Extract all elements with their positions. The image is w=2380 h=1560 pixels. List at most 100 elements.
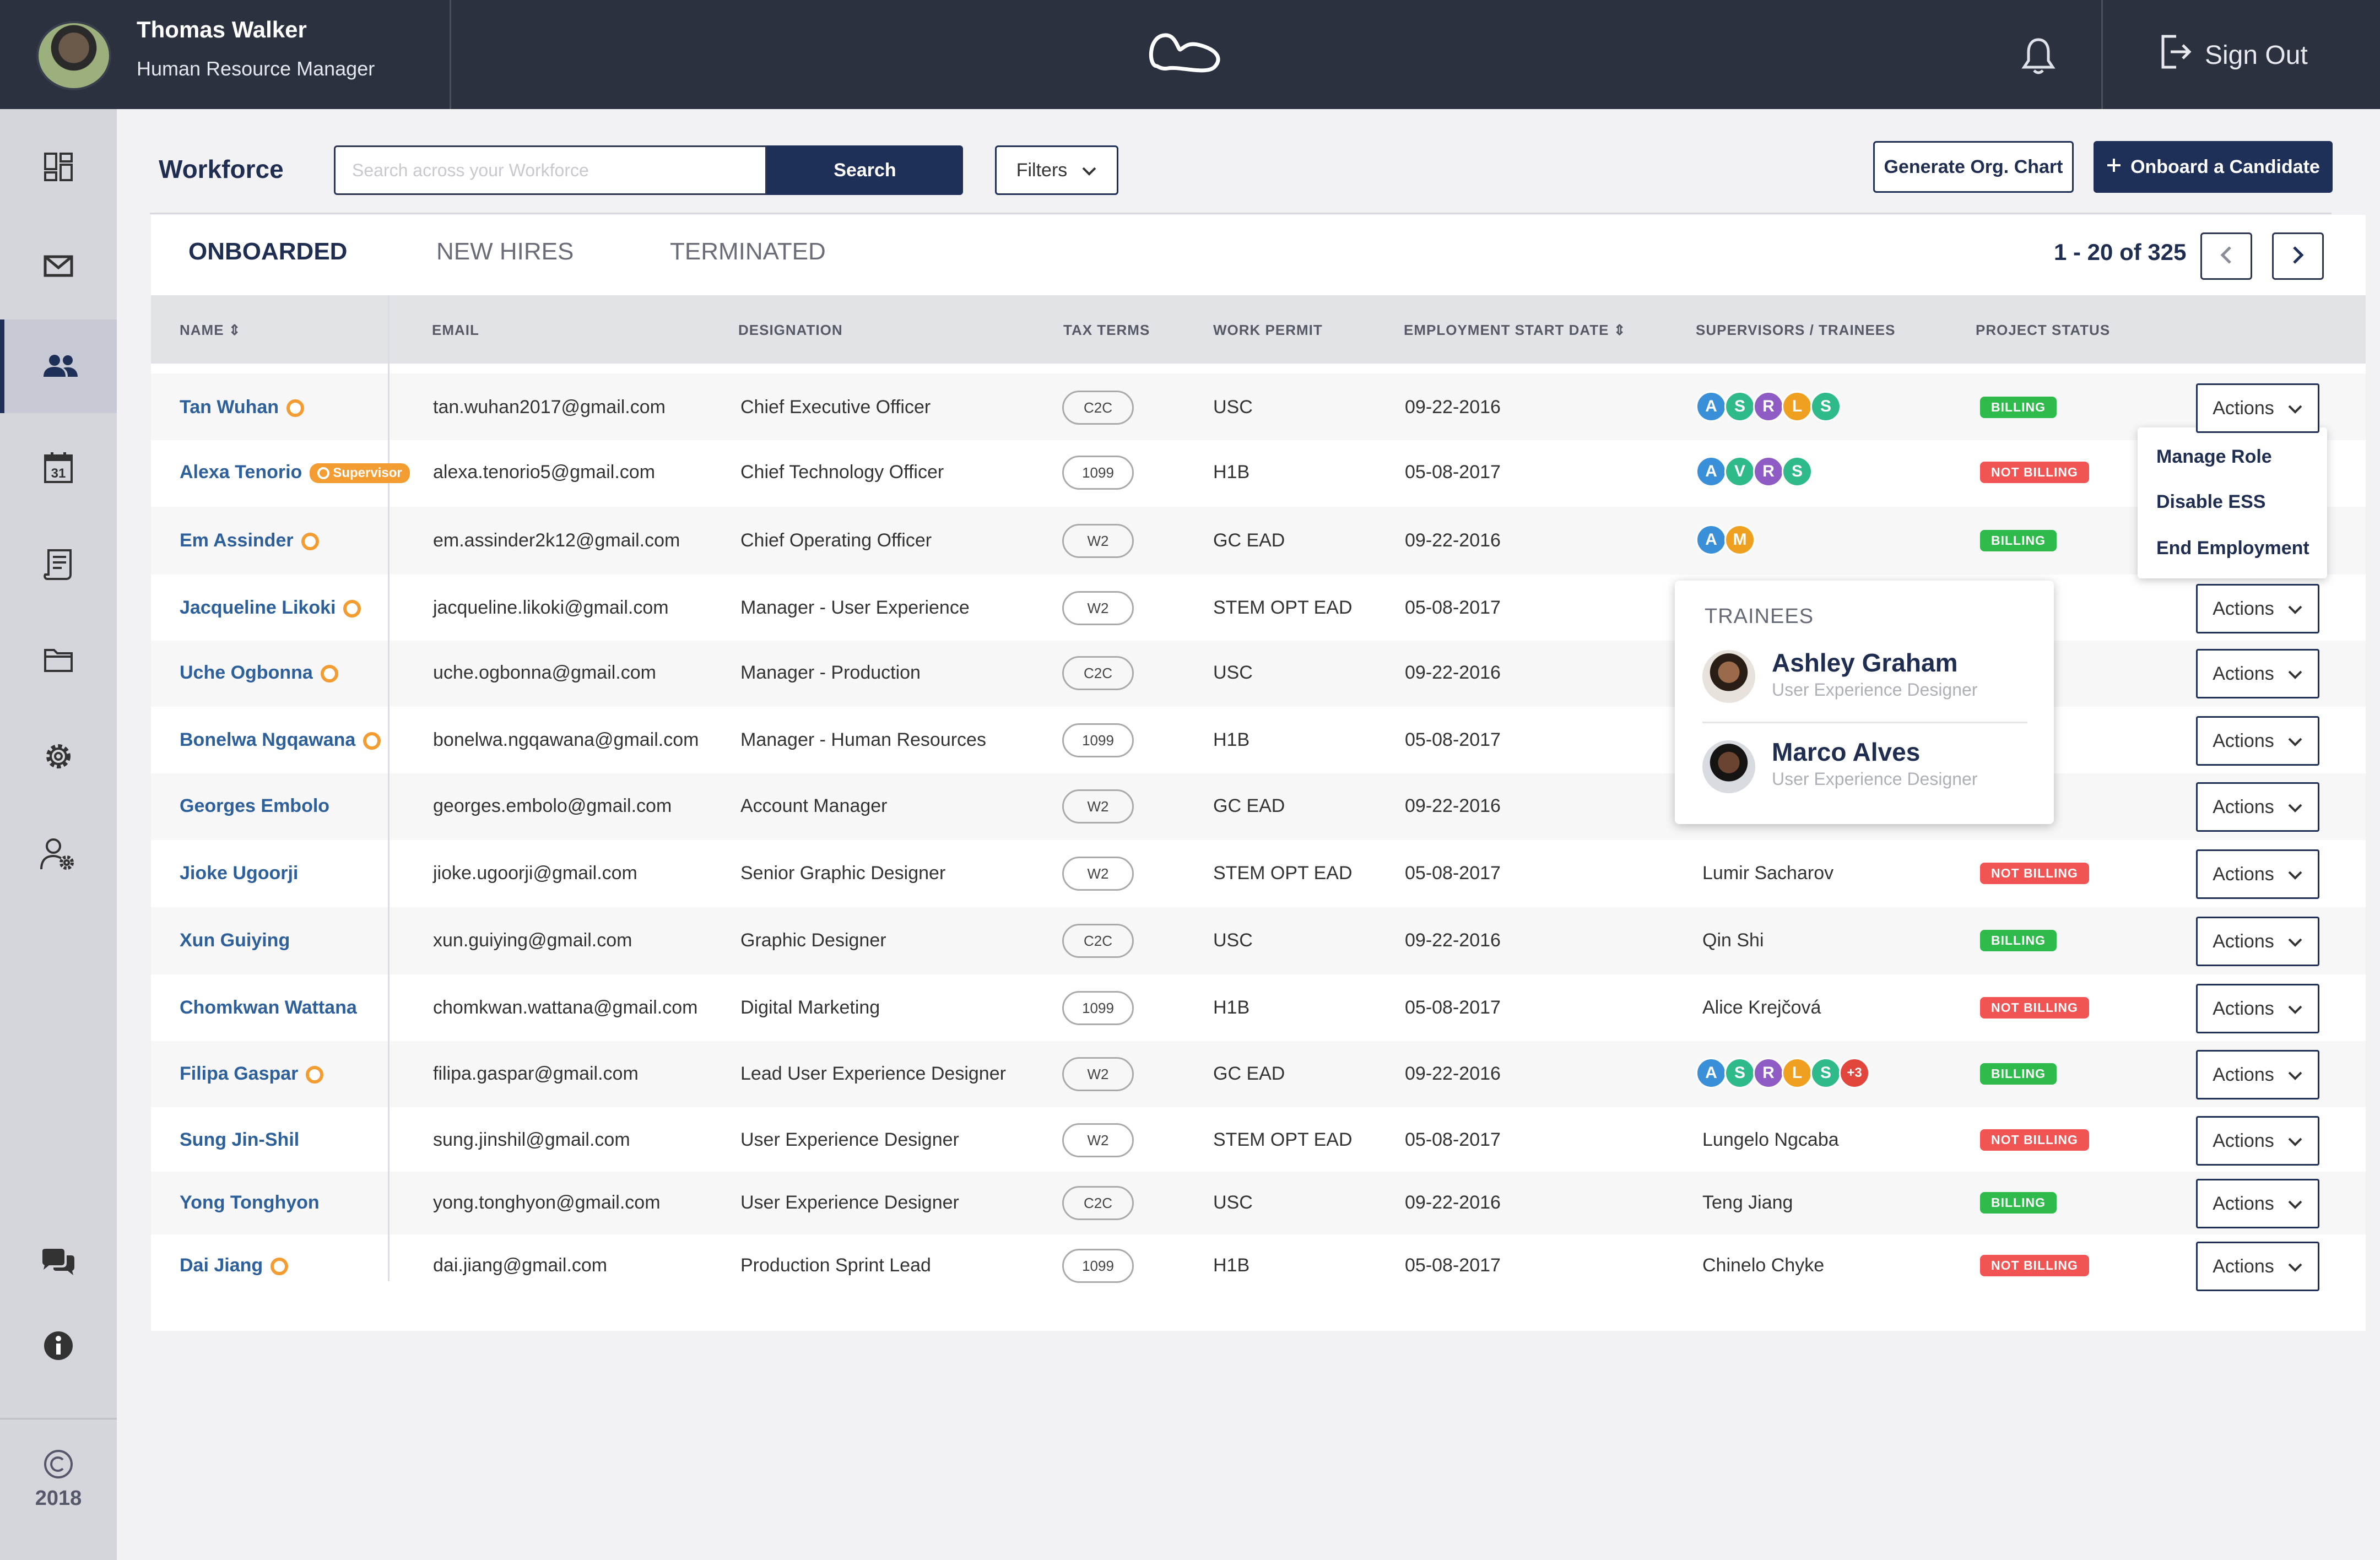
dashboard-icon[interactable]	[0, 120, 117, 214]
supervisor-name-text: Chinelo Chyke	[1702, 1255, 1825, 1276]
menu-item-disable-ess[interactable]: Disable ESS	[2156, 491, 2266, 512]
supervisor-avatar[interactable]: A	[1696, 456, 1727, 487]
work-permit-text: STEM OPT EAD	[1213, 1129, 1353, 1150]
employee-name-link[interactable]: Tan Wuhan	[180, 397, 305, 418]
actions-button[interactable]: Actions	[2196, 984, 2319, 1033]
employee-email: xun.guiying@gmail.com	[433, 930, 632, 951]
next-page-button[interactable]	[2272, 232, 2324, 280]
supervisor-avatar[interactable]: R	[1753, 1058, 1784, 1088]
employee-name-link[interactable]: Bonelwa Ngqawana	[180, 729, 381, 751]
employee-name-link[interactable]: Georges Embolo	[180, 795, 329, 817]
tab-terminated[interactable]: TERMINATED	[670, 238, 826, 265]
actions-button[interactable]: Actions	[2196, 1242, 2319, 1291]
supervisor-avatar[interactable]: M	[1724, 524, 1755, 555]
employee-email-text: jioke.ugoorji@gmail.com	[433, 863, 637, 884]
employee-name-link[interactable]: Jioke Ugoorji	[180, 863, 298, 884]
user-avatar[interactable]	[36, 21, 111, 90]
supervisor-name: Teng Jiang	[1702, 1192, 1793, 1214]
mail-icon[interactable]	[0, 219, 117, 313]
employee-name-link[interactable]: Yong Tonghyon	[180, 1192, 320, 1214]
trainee-role: User Experience Designer	[1772, 680, 1978, 700]
chat-icon[interactable]	[0, 1215, 117, 1309]
document-icon[interactable]	[0, 518, 117, 611]
employee-name-link[interactable]: Em Assinder	[180, 530, 319, 551]
column-header-name[interactable]: NAME ⇕	[180, 322, 241, 339]
actions-button[interactable]: Actions	[2196, 782, 2319, 832]
employee-name-link[interactable]: Xun Guiying	[180, 930, 290, 951]
work-permit: USC	[1213, 397, 1253, 418]
supervisor-avatar[interactable]: S	[1810, 391, 1841, 422]
supervisor-avatar[interactable]: L	[1782, 1058, 1813, 1088]
supervisor-avatar[interactable]: A	[1696, 524, 1727, 555]
employee-name-link[interactable]: Jacqueline Likoki	[180, 597, 361, 619]
folder-icon[interactable]	[0, 613, 117, 706]
tab-onboarded[interactable]: ONBOARDED	[188, 238, 348, 265]
employee-name-link[interactable]: Filipa Gaspar	[180, 1063, 324, 1085]
employee-name-link[interactable]: Dai Jiang	[180, 1255, 289, 1276]
supervisor-avatar[interactable]: A	[1696, 1058, 1727, 1088]
supervisor-avatar[interactable]: S	[1782, 456, 1813, 487]
supervisor-avatar[interactable]: S	[1810, 1058, 1841, 1088]
employee-name-link[interactable]: Sung Jin-Shil	[180, 1129, 299, 1151]
people-icon[interactable]	[0, 319, 117, 413]
actions-button[interactable]: Actions	[2196, 849, 2319, 899]
supervisor-avatar[interactable]: +3	[1839, 1058, 1870, 1088]
employee-name-link[interactable]: Chomkwan Wattana	[180, 997, 357, 1019]
logo-icon[interactable]	[1146, 28, 1229, 83]
employee-name-link-text: Alexa Tenorio	[180, 462, 302, 483]
onboard-candidate-button[interactable]: Onboard a Candidate	[2094, 141, 2333, 193]
search-input[interactable]	[334, 145, 767, 195]
trainee-name[interactable]: Ashley Graham	[1772, 648, 1958, 677]
actions-button[interactable]: Actions	[2196, 584, 2319, 633]
prev-page-button[interactable]	[2200, 232, 2252, 280]
sign-out-button[interactable]: Sign Out	[2160, 33, 2308, 77]
filters-dropdown[interactable]: Filters	[995, 145, 1118, 195]
supervisor-avatar[interactable]: V	[1724, 456, 1755, 487]
supervisor-name: Alice Krejčová	[1702, 997, 1821, 1019]
search-button[interactable]: Search	[767, 145, 963, 195]
actions-label: Actions	[2213, 930, 2274, 952]
info-icon[interactable]	[0, 1299, 117, 1393]
actions-button[interactable]: Actions	[2196, 1050, 2319, 1099]
actions-button[interactable]: Actions	[2196, 716, 2319, 766]
actions-button[interactable]: Actions	[2196, 1116, 2319, 1166]
supervisor-avatar[interactable]: R	[1753, 391, 1784, 422]
tab-new-hires[interactable]: NEW HIRES	[436, 238, 574, 265]
employment-start-date-text: 09-22-2016	[1405, 795, 1501, 816]
supervisor-avatar[interactable]: L	[1782, 391, 1813, 422]
menu-item-manage-role[interactable]: Manage Role	[2156, 446, 2272, 467]
supervisor-avatar[interactable]: R	[1753, 456, 1784, 487]
actions-button[interactable]: Actions	[2196, 917, 2319, 966]
employee-name-link[interactable]: Uche Ogbonna	[180, 662, 338, 684]
supervisor-avatar[interactable]: S	[1724, 391, 1755, 422]
trainee-name[interactable]: Marco Alves	[1772, 738, 1921, 766]
employee-designation: Production Sprint Lead	[740, 1255, 931, 1276]
menu-item-end-employment[interactable]: End Employment	[2156, 538, 2309, 559]
employee-name-link[interactable]: Alexa Tenorio Supervisor	[180, 462, 410, 484]
actions-label: Actions	[2213, 1064, 2274, 1085]
supervisor-name-text: Alice Krejčová	[1702, 997, 1821, 1018]
employee-email: georges.embolo@gmail.com	[433, 795, 672, 817]
tax-terms-pill: W2	[1062, 591, 1134, 625]
project-status-badge: NOT BILLING	[1980, 863, 2089, 884]
supervisor-avatars[interactable]: A S R L S +3	[1696, 1058, 1870, 1088]
employee-designation-text: Production Sprint Lead	[740, 1255, 931, 1276]
gear-icon[interactable]	[0, 709, 117, 803]
calendar-icon[interactable]: 31	[0, 421, 117, 514]
actions-button[interactable]: Actions	[2196, 1179, 2319, 1228]
supervisor-avatar[interactable]: S	[1724, 1058, 1755, 1088]
actions-label: Actions	[2213, 796, 2274, 817]
column-header-start-date[interactable]: EMPLOYMENT START DATE ⇕	[1404, 322, 1626, 339]
generate-org-chart-button[interactable]: Generate Org. Chart	[1873, 141, 2074, 193]
supervisor-avatar[interactable]: A	[1696, 391, 1727, 422]
employee-name-link-text: Dai Jiang	[180, 1255, 263, 1276]
copyright: 2018	[0, 1449, 117, 1510]
bell-icon[interactable]	[2021, 36, 2056, 79]
actions-button[interactable]: Actions	[2196, 649, 2319, 698]
actions-button[interactable]: Actions	[2196, 383, 2319, 433]
sidebar: 31 2018	[0, 109, 117, 1560]
user-settings-icon[interactable]	[0, 808, 117, 901]
